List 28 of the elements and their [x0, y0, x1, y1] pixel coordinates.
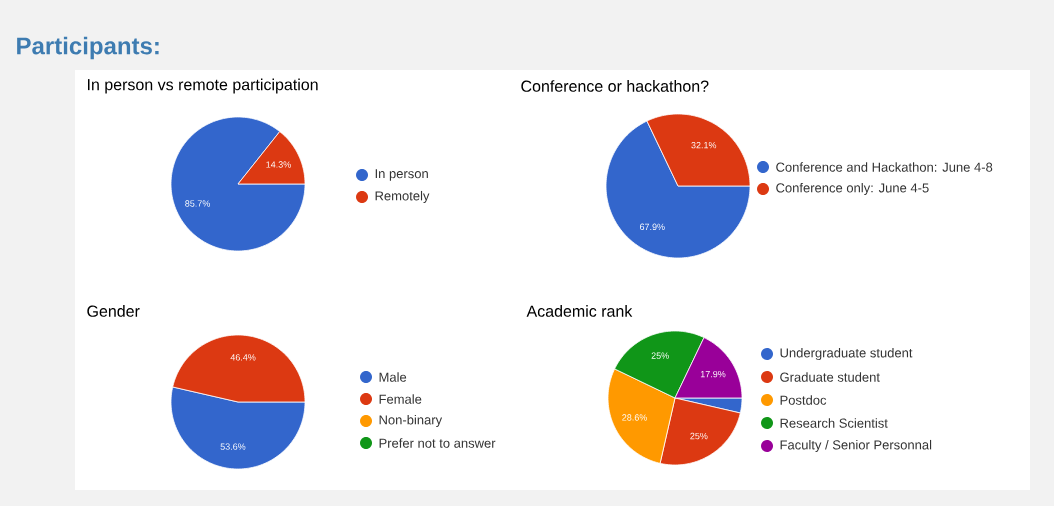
data-label: 25% — [690, 432, 708, 440]
legend-label: Remotely — [375, 190, 430, 204]
legend-label: Postdoc — [780, 395, 827, 405]
data-label: 67.9% — [639, 223, 665, 230]
legend-label: Conference and Hackathon: June 4-8 — [776, 162, 993, 172]
legend-label: Faculty / Senior Personnal — [780, 439, 932, 453]
text: Participants: — [17, 36, 159, 60]
chart-title: In person vs remote participation — [88, 78, 318, 94]
legend-label: Undergraduate student — [780, 347, 913, 361]
legend-label: Graduate student — [780, 372, 880, 382]
legend-label: Research Scientist — [780, 418, 888, 428]
data-label: 53.6% — [220, 443, 246, 450]
legend-label: In person — [375, 169, 428, 181]
legend-label: Female — [379, 394, 422, 404]
chart-title: Conference or hackathon? — [521, 80, 709, 92]
data-label: 28.6% — [622, 414, 648, 421]
legend-label: Non-binary — [379, 414, 443, 428]
legend-label: Conference only: June 4-5 — [776, 182, 929, 196]
data-label: 85.7% — [185, 200, 210, 207]
data-label: 14.3% — [266, 161, 291, 168]
data-label: 32.1% — [691, 141, 717, 149]
data-label: 25% — [651, 352, 669, 359]
chart-title: Gender — [87, 305, 140, 317]
legend-label: Male — [379, 372, 407, 382]
data-label: 17.9% — [700, 370, 726, 378]
chart-title: Academic rank — [526, 305, 633, 317]
legend-label: Prefer not to answer — [379, 438, 496, 448]
data-label: 46.4% — [230, 354, 256, 361]
